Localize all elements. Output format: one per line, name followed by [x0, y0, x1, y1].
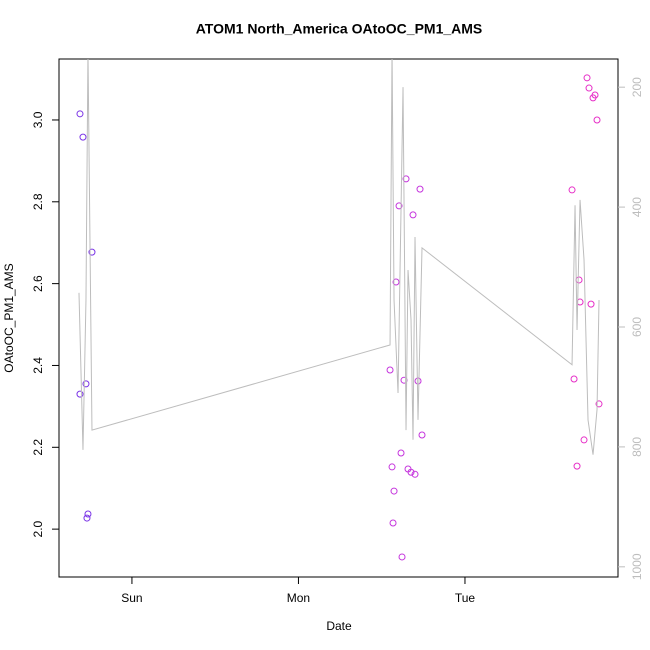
point	[580, 436, 588, 444]
y-tick-label: 2.2	[31, 439, 45, 456]
point	[407, 468, 415, 476]
point	[82, 380, 90, 388]
point	[583, 74, 591, 82]
y2-tick-label: 800	[630, 437, 644, 457]
x-tick-label: Tue	[455, 591, 476, 605]
plot-area	[76, 59, 603, 561]
point	[402, 175, 410, 183]
y-tick-label: 2.8	[31, 193, 45, 210]
point	[411, 470, 419, 478]
point	[593, 116, 601, 124]
point	[414, 377, 422, 385]
point	[416, 185, 424, 193]
point	[88, 248, 96, 256]
point	[389, 519, 397, 527]
y-tick-label: 2.6	[31, 275, 45, 292]
point	[76, 390, 84, 398]
point	[84, 510, 92, 518]
point	[591, 91, 599, 99]
point	[398, 553, 406, 561]
point	[395, 202, 403, 210]
point	[386, 366, 394, 374]
point	[570, 375, 578, 383]
point	[388, 463, 396, 471]
point	[83, 514, 91, 522]
x-tick-label: Mon	[287, 591, 310, 605]
point	[568, 186, 576, 194]
y2-tick-label: 1000	[630, 553, 644, 580]
y2-tick-label: 200	[630, 77, 644, 97]
y-axis-label: OAtoOC_PM1_AMS	[2, 263, 16, 372]
line	[78, 59, 600, 455]
point	[595, 400, 603, 408]
y-tick-label: 2.0	[31, 520, 45, 537]
point	[573, 462, 581, 470]
point	[390, 487, 398, 495]
plot-frame	[58, 58, 619, 578]
point	[587, 300, 595, 308]
y-tick-label: 3.0	[31, 111, 45, 128]
chart-title: ATOM1 North_America OAtoOC_PM1_AMS	[196, 21, 483, 37]
point	[585, 84, 593, 92]
point	[409, 211, 417, 219]
point	[79, 133, 87, 141]
point	[397, 449, 405, 457]
point	[392, 278, 400, 286]
point	[418, 431, 426, 439]
y2-tick-label: 400	[630, 197, 644, 217]
y2-tick-label: 600	[630, 317, 644, 337]
point	[76, 110, 84, 118]
x-axis-label: Date	[326, 619, 352, 633]
y-tick-label: 2.4	[31, 357, 45, 374]
x-tick-label: Sun	[121, 591, 142, 605]
